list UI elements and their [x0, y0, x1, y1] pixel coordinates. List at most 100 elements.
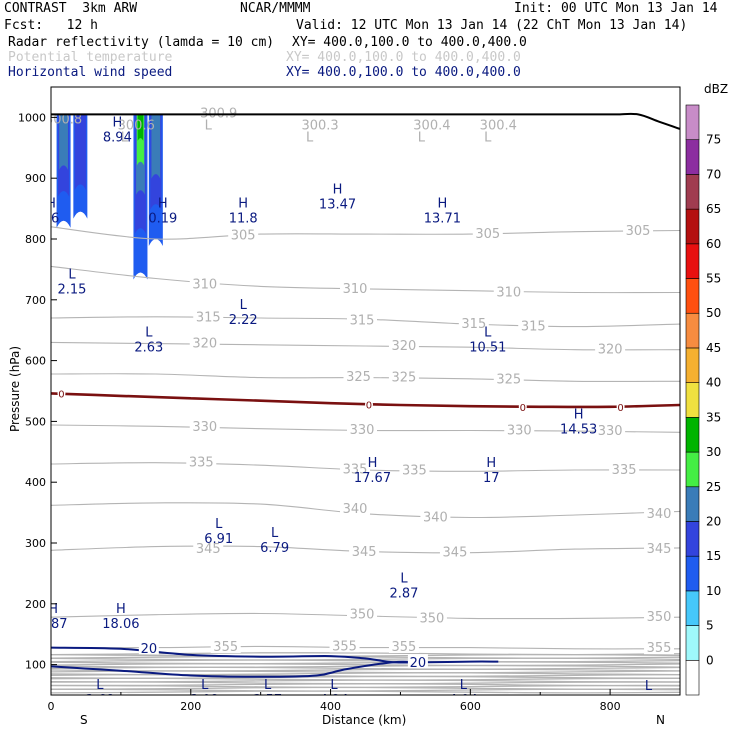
wind-label-bg	[138, 640, 159, 655]
y-tick-label: 400	[25, 476, 46, 489]
theta-label-bg	[504, 422, 535, 437]
colorbar-swatch	[685, 208, 700, 245]
colorbar-tick-label: 55	[706, 272, 721, 286]
y-axis-title: Pressure (hPa)	[8, 345, 22, 433]
extremum-marker-H: H	[486, 456, 496, 471]
theta-label-bg	[189, 335, 220, 350]
extremum-marker-L: L	[330, 678, 338, 693]
extremum-marker-L: L	[68, 268, 76, 283]
colorbar-tick-label: 20	[706, 514, 721, 528]
field-theta-name: Potential temperature	[8, 50, 173, 65]
theta-label-bg	[186, 454, 217, 469]
extremum-value: 3.57	[253, 693, 282, 708]
surface-theta-label: L	[121, 131, 129, 146]
extremum-marker-H: H	[333, 182, 343, 197]
wind-label: 20	[141, 642, 158, 657]
extremum-marker-H: H	[437, 196, 447, 211]
reflectivity-cell-0-20	[59, 114, 68, 170]
theta-label-bg	[329, 638, 360, 653]
colorbar-swatch	[685, 278, 700, 314]
colorbar-tick-label: 70	[706, 167, 721, 181]
tropopause-label: 0	[617, 403, 623, 414]
colorbar-unit: dBZ	[704, 82, 728, 96]
theta-label: 335	[189, 456, 214, 471]
surface-theta-label: L	[306, 131, 314, 146]
theta-label: 315	[461, 317, 486, 332]
extremum-value: 7.87	[39, 617, 68, 632]
y-tick-label: 1000	[18, 111, 46, 124]
x-axis-title: Distance (km)	[322, 713, 407, 727]
colorbar: 0 5 10 15 20 25 30 35 40 45 50 55 60 65 70 75 dBZ	[685, 82, 728, 696]
extremum-value: 6.79	[260, 541, 289, 556]
extremum-value: 3.68	[85, 693, 114, 708]
colorbar-swatch	[685, 417, 700, 453]
theta-label-bg	[193, 541, 224, 556]
x-tick-label: 800	[600, 700, 621, 713]
extremum-value: 6.91	[204, 532, 233, 547]
extremum-value: 2.87	[389, 587, 418, 602]
theta-label-bg	[193, 309, 224, 324]
theta-label: 355	[392, 640, 417, 655]
colorbar-tick-label: 10	[706, 584, 721, 598]
extremum-value: 11.8	[229, 211, 258, 226]
extremum-value: 18.06	[102, 617, 139, 632]
theta-label: 340	[647, 507, 672, 522]
colorbar-swatch	[685, 555, 700, 592]
theta-label: 325	[346, 370, 371, 385]
extremum-marker-L: L	[215, 517, 223, 532]
theta-label-bg	[416, 610, 447, 625]
x-tick-label: 400	[320, 700, 341, 713]
theta-label-bg	[340, 500, 371, 515]
tropopause-label: 0	[520, 403, 526, 414]
reflectivity-cell-3-20	[151, 114, 161, 179]
theta-label: 330	[350, 423, 375, 438]
theta-label-bg	[189, 276, 220, 291]
theta-label: 305	[231, 228, 256, 243]
field-wind-xy: XY= 400.0,100.0 to 400.0,400.0	[286, 65, 521, 80]
axes: 0 200 400 600 800100200300400500600700800900…	[18, 111, 681, 713]
y-tick-label: 300	[25, 537, 46, 550]
upper-theta-band	[51, 652, 680, 694]
extremum-value: 8.94	[103, 131, 132, 146]
extremum-value: 4.24	[320, 693, 349, 708]
dynamic-tropopause-layer: 0 0 0 0	[51, 388, 680, 414]
x-tick-label: 200	[180, 700, 201, 713]
theta-label: 355	[213, 640, 238, 655]
x-tick-label: 0	[48, 700, 55, 713]
colorbar-swatch	[685, 312, 700, 349]
theta-label-bg	[420, 509, 451, 524]
colorbar-tick-label: 75	[706, 133, 721, 147]
extremum-marker-H: H	[158, 196, 168, 211]
theta-label: 320	[192, 337, 217, 352]
colorbar-tick-label: 40	[706, 376, 721, 390]
theta-label-bg	[644, 541, 675, 556]
field-wind-name: Horizontal wind speed	[8, 65, 173, 80]
theta-label-bg	[399, 462, 430, 477]
extremum-value: 13.47	[319, 197, 356, 212]
colorbar-swatch	[685, 625, 700, 661]
tropopause-label: 0	[58, 389, 64, 400]
theta-label-bg	[609, 462, 640, 477]
y-tick-label: 200	[25, 598, 46, 611]
extremum-marker-H: H	[238, 196, 248, 211]
colorbar-tick-label: 50	[706, 306, 721, 320]
surface-theta-label: 300.4	[413, 119, 450, 134]
theta-label: 315	[350, 313, 375, 328]
theta-label: 345	[443, 546, 468, 561]
theta-label-bg	[388, 638, 419, 653]
theta-label-bg	[595, 423, 626, 438]
extremum-value: 4.94	[449, 693, 478, 708]
terrain-surface	[51, 112, 680, 130]
theta-label-bg	[347, 606, 378, 621]
theta-label-bg	[388, 369, 419, 384]
theta-label: 355	[332, 639, 357, 654]
extremum-value: 10.51	[469, 340, 506, 355]
theta-label-bg	[595, 341, 626, 356]
surface-theta-label: 300.8	[45, 112, 82, 127]
theta-label: 345	[647, 542, 672, 557]
theta-label: 305	[626, 224, 651, 239]
colorbar-swatch	[685, 139, 700, 175]
theta-label-bg	[343, 369, 374, 384]
